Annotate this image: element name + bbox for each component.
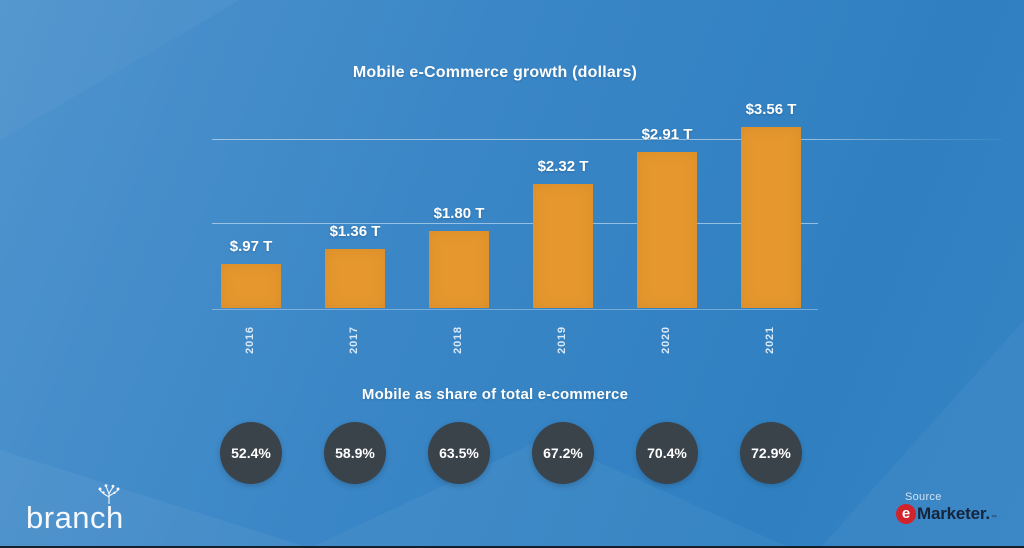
bar-2020: [637, 152, 697, 308]
x-axis-label-2017: 2017: [348, 326, 360, 354]
share-circle-2020: 70.4%: [636, 422, 698, 484]
bar-value-label: $1.80 T: [433, 205, 485, 222]
bar-2018: [429, 231, 489, 308]
emarketer-logo: e Marketer. ™: [896, 504, 1018, 524]
x-axis-label-2018: 2018: [452, 326, 464, 354]
emarketer-wordmark: Marketer.: [917, 504, 990, 523]
branch-logo-text: branch: [26, 500, 124, 535]
x-axis-label-2019: 2019: [556, 326, 568, 354]
x-axis-line: [212, 309, 818, 310]
share-circle-2017: 58.9%: [324, 422, 386, 484]
bar-2016: [221, 264, 281, 308]
branch-logo: branch: [26, 484, 124, 536]
source-attribution: Source e Marketer. ™: [896, 491, 1018, 524]
bar-value-label: $.97 T: [229, 238, 273, 255]
bar-2019: [533, 184, 593, 308]
x-axis-label-2021: 2021: [764, 326, 776, 354]
bar-chart-title: Mobile e-Commerce growth (dollars): [352, 64, 638, 81]
bottom-letterbox-strip: [0, 546, 1024, 548]
bar-2017: [325, 249, 385, 308]
source-label: Source: [905, 491, 942, 503]
share-circle-2021: 72.9%: [740, 422, 802, 484]
emarketer-trademark: ™: [990, 515, 997, 521]
bar-value-label: $2.32 T: [537, 158, 589, 175]
x-axis-label-2016: 2016: [244, 326, 256, 354]
gridline: [212, 139, 1002, 140]
bar-2021: [741, 127, 801, 308]
share-circle-2018: 63.5%: [428, 422, 490, 484]
share-circle-2016: 52.4%: [220, 422, 282, 484]
bar-value-label: $3.56 T: [745, 101, 797, 118]
emarketer-e-icon: e: [896, 504, 916, 524]
share-circle-2019: 67.2%: [532, 422, 594, 484]
bar-value-label: $2.91 T: [641, 126, 693, 143]
share-chart-title: Mobile as share of total e-commerce: [361, 386, 629, 403]
x-axis-label-2020: 2020: [660, 326, 672, 354]
bar-value-label: $1.36 T: [329, 223, 381, 240]
gridline: [212, 223, 818, 224]
branch-sprig-icon: [98, 484, 120, 504]
